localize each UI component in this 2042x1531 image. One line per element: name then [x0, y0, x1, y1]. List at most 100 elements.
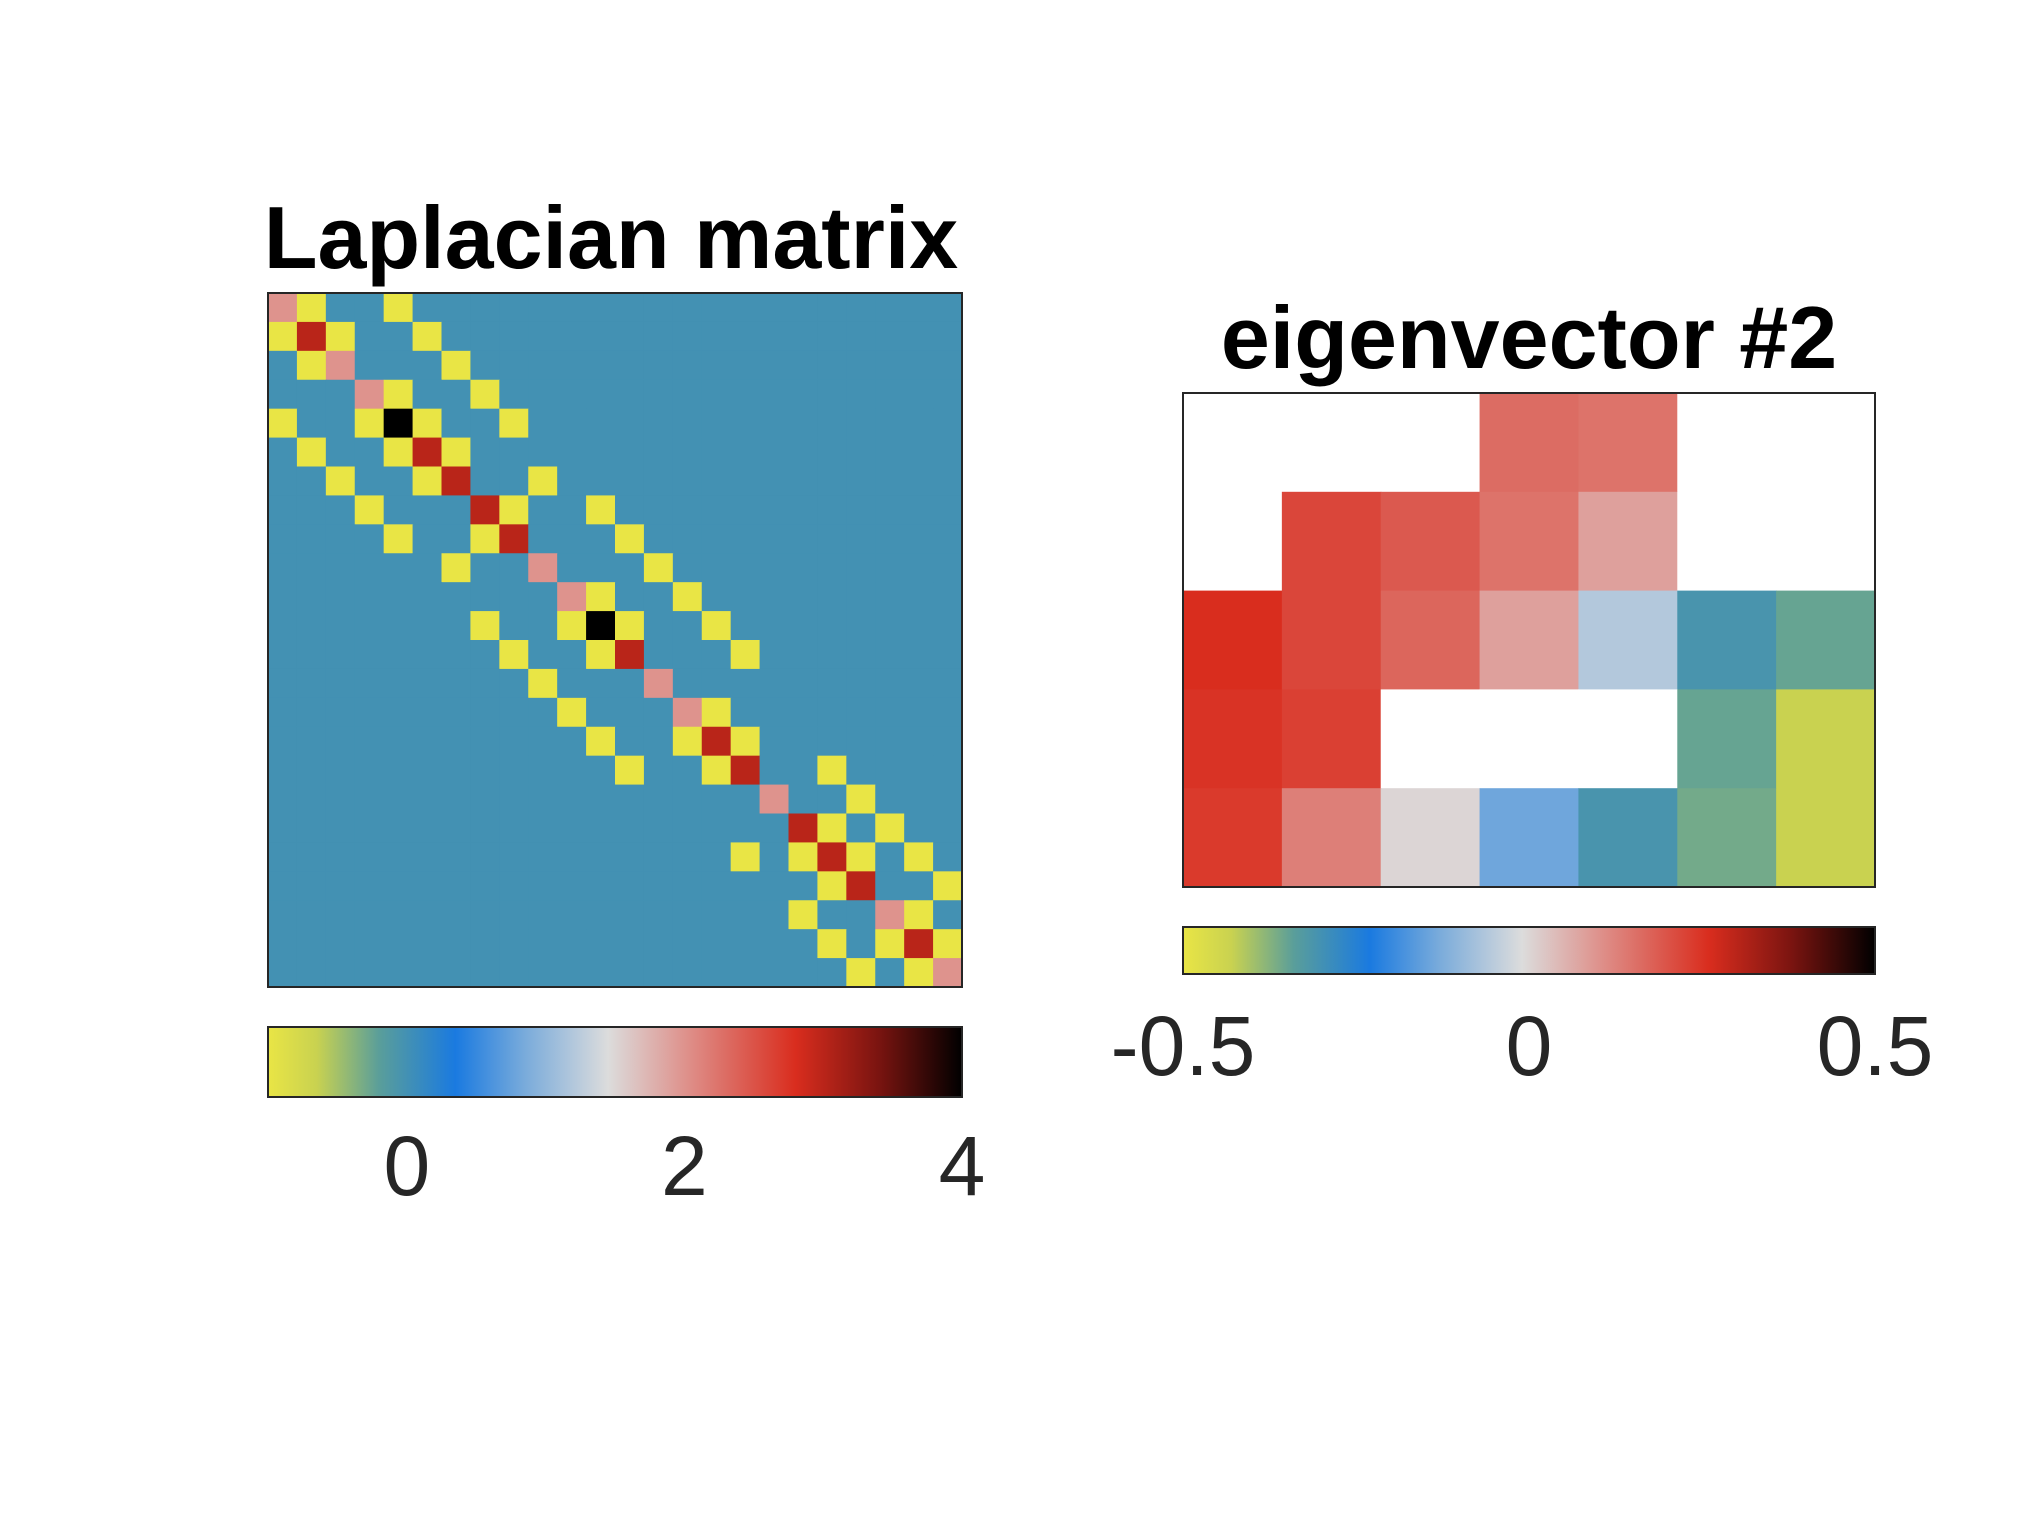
laplacian-cell — [412, 350, 443, 381]
laplacian-cell — [615, 842, 645, 872]
laplacian-cell — [933, 958, 963, 988]
laplacian-colorbar-tick-label: 2 — [661, 1119, 708, 1213]
laplacian-cell — [875, 813, 905, 844]
laplacian-cell — [586, 842, 616, 872]
laplacian-cell — [528, 582, 558, 612]
laplacian-cell — [759, 524, 790, 554]
laplacian-cell — [296, 784, 327, 815]
laplacian-cell — [875, 697, 905, 728]
laplacian-cell — [268, 900, 298, 930]
laplacian-cell — [557, 582, 587, 612]
laplacian-cell — [615, 379, 645, 410]
laplacian-cell — [268, 784, 298, 815]
laplacian-cell — [412, 668, 443, 699]
laplacian-cell — [557, 755, 587, 786]
laplacian-cell — [441, 611, 472, 641]
laplacian-cell — [470, 437, 500, 468]
laplacian-cell — [268, 437, 298, 468]
laplacian-cell — [586, 726, 616, 757]
laplacian-cell — [904, 350, 934, 381]
laplacian-cell — [586, 813, 616, 844]
eigenvector-cell — [1479, 590, 1580, 690]
laplacian-cell — [296, 640, 327, 670]
laplacian-cell — [817, 900, 847, 930]
laplacian-cell — [759, 958, 790, 988]
laplacian-cell — [788, 611, 819, 641]
laplacian-cell — [788, 697, 819, 728]
laplacian-cell — [730, 900, 761, 930]
laplacian-cell — [470, 958, 500, 988]
laplacian-cell — [268, 668, 298, 699]
eigenvector-cell — [1380, 590, 1481, 690]
laplacian-cell — [470, 582, 500, 612]
laplacian-cell — [325, 668, 356, 699]
laplacian-cell — [296, 408, 327, 439]
laplacian-cell — [268, 321, 298, 352]
laplacian-cell — [528, 726, 558, 757]
laplacian-cell — [672, 524, 703, 554]
laplacian-cell — [383, 668, 414, 699]
laplacian-cell — [933, 408, 963, 439]
laplacian-cell — [730, 726, 761, 757]
laplacian-cell — [470, 553, 500, 583]
laplacian-cell — [759, 466, 790, 497]
laplacian-cell — [643, 582, 674, 612]
laplacian-cell — [730, 495, 761, 525]
laplacian-cell — [615, 929, 645, 959]
laplacian-cell — [846, 900, 876, 930]
laplacian-cell — [788, 813, 819, 844]
laplacian-cell — [499, 379, 529, 410]
laplacian-cell — [499, 293, 529, 323]
laplacian-cell — [586, 408, 616, 439]
laplacian-cell — [730, 582, 761, 612]
laplacian-cell — [615, 784, 645, 815]
laplacian-cell — [412, 495, 443, 525]
laplacian-cell — [933, 466, 963, 497]
laplacian-cell — [354, 293, 385, 323]
laplacian-cell — [730, 697, 761, 728]
laplacian-cell — [528, 495, 558, 525]
laplacian-cell — [817, 466, 847, 497]
laplacian-cell — [441, 640, 472, 670]
laplacian-cell — [268, 524, 298, 554]
laplacian-cell — [412, 553, 443, 583]
laplacian-cell — [643, 755, 674, 786]
laplacian-cell — [615, 466, 645, 497]
laplacian-cell — [470, 813, 500, 844]
laplacian-cell — [672, 293, 703, 323]
eigenvector-cell — [1281, 590, 1382, 690]
laplacian-cell — [499, 437, 529, 468]
laplacian-cell — [788, 321, 819, 352]
laplacian-cell — [701, 293, 732, 323]
laplacian-cell — [383, 611, 414, 641]
laplacian-cell — [788, 524, 819, 554]
laplacian-cell — [672, 379, 703, 410]
laplacian-cell — [296, 813, 327, 844]
laplacian-cell — [846, 958, 876, 988]
eigenvector-cell — [1677, 393, 1777, 493]
laplacian-cell — [268, 466, 298, 497]
laplacian-cell — [730, 871, 761, 901]
laplacian-cell — [643, 293, 674, 323]
laplacian-cell — [759, 697, 790, 728]
laplacian-cell — [441, 553, 472, 583]
laplacian-cell — [470, 321, 500, 352]
laplacian-cell — [933, 553, 963, 583]
laplacian-cell — [615, 871, 645, 901]
eigenvector-cell — [1380, 491, 1481, 592]
laplacian-cell — [817, 958, 847, 988]
laplacian-cell — [354, 321, 385, 352]
laplacian-cell — [817, 842, 847, 872]
eigenvector-cell — [1677, 689, 1777, 789]
laplacian-cell — [875, 408, 905, 439]
laplacian-cell — [817, 871, 847, 901]
laplacian-cell — [643, 871, 674, 901]
laplacian-cell — [412, 321, 443, 352]
laplacian-cell — [586, 871, 616, 901]
laplacian-cell — [701, 668, 732, 699]
laplacian-cell — [846, 784, 876, 815]
laplacian-cell — [933, 582, 963, 612]
laplacian-cell — [499, 871, 529, 901]
laplacian-cell — [325, 900, 356, 930]
laplacian-cell — [557, 871, 587, 901]
